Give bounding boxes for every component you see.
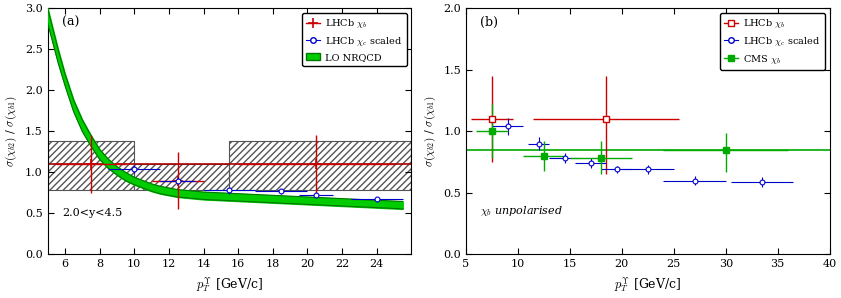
Bar (48, 141, 135, 190)
X-axis label: $p_{T}^{\Upsilon}$ [GeV/c]: $p_{T}^{\Upsilon}$ [GeV/c] (196, 275, 263, 294)
Bar (135, 164, 230, 190)
Y-axis label: $\sigma(\chi_{b2})$ / $\sigma(\chi_{b1})$: $\sigma(\chi_{b2})$ / $\sigma(\chi_{b1})… (422, 96, 438, 167)
Text: $\chi_b$ unpolarised: $\chi_b$ unpolarised (480, 204, 563, 218)
Text: 2.0<y<4.5: 2.0<y<4.5 (62, 207, 123, 218)
Y-axis label: $\sigma(\chi_{b2})$ / $\sigma(\chi_{b1})$: $\sigma(\chi_{b2})$ / $\sigma(\chi_{b1})… (4, 96, 19, 167)
Legend: LHCb $\chi_b$, LHCb $\chi_c$ scaled, LO NRQCD: LHCb $\chi_b$, LHCb $\chi_c$ scaled, LO … (302, 13, 406, 66)
Text: (b): (b) (480, 15, 499, 29)
Legend: LHCb $\chi_b$, LHCb $\chi_c$ scaled, CMS $\chi_b$: LHCb $\chi_b$, LHCb $\chi_c$ scaled, CMS… (720, 13, 825, 69)
Bar (230, 141, 411, 190)
X-axis label: $p_{T}^{\Upsilon}$ [GeV/c]: $p_{T}^{\Upsilon}$ [GeV/c] (614, 275, 681, 294)
Bar (135, 164, 230, 190)
Bar (48, 141, 135, 190)
Bar (230, 141, 411, 190)
Text: (a): (a) (62, 15, 80, 29)
